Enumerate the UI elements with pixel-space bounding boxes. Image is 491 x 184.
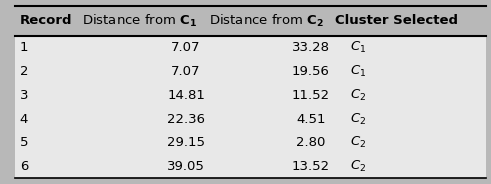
Bar [15, 131, 486, 155]
Text: $C_2$: $C_2$ [350, 88, 366, 103]
Text: $C_2$: $C_2$ [350, 159, 366, 174]
Bar [15, 107, 486, 131]
Text: Distance from $\mathbf{C_1}$: Distance from $\mathbf{C_1}$ [82, 13, 197, 29]
Text: Cluster Selected: Cluster Selected [335, 14, 459, 27]
Text: 2.80: 2.80 [296, 136, 326, 149]
Text: 39.05: 39.05 [167, 160, 205, 173]
Bar [15, 36, 486, 60]
Text: 4: 4 [20, 113, 28, 125]
Text: 5: 5 [20, 136, 28, 149]
Text: 22.36: 22.36 [167, 113, 205, 125]
Text: 11.52: 11.52 [292, 89, 330, 102]
Text: 13.52: 13.52 [292, 160, 330, 173]
Text: 4.51: 4.51 [296, 113, 326, 125]
Text: 7.07: 7.07 [171, 41, 201, 54]
Text: 19.56: 19.56 [292, 65, 330, 78]
Bar [15, 60, 486, 83]
Text: Distance from $\mathbf{C_2}$: Distance from $\mathbf{C_2}$ [210, 13, 325, 29]
Bar [15, 83, 486, 107]
Text: $C_1$: $C_1$ [350, 40, 366, 55]
Text: $C_2$: $C_2$ [350, 135, 366, 150]
Text: 29.15: 29.15 [167, 136, 205, 149]
Text: 6: 6 [20, 160, 28, 173]
Text: 14.81: 14.81 [167, 89, 205, 102]
Text: 3: 3 [20, 89, 28, 102]
Text: $C_1$: $C_1$ [350, 64, 366, 79]
Text: 1: 1 [20, 41, 28, 54]
Text: 7.07: 7.07 [171, 65, 201, 78]
Text: 2: 2 [20, 65, 28, 78]
Text: Record: Record [20, 14, 72, 27]
Bar [15, 155, 486, 178]
Text: $C_2$: $C_2$ [350, 112, 366, 127]
Bar [15, 6, 486, 36]
Text: 33.28: 33.28 [292, 41, 330, 54]
